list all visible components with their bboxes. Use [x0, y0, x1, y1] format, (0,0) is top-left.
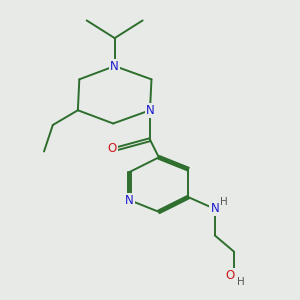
Text: N: N	[210, 202, 219, 215]
Text: N: N	[146, 104, 154, 117]
Text: O: O	[226, 268, 235, 282]
Text: O: O	[108, 142, 117, 155]
Text: N: N	[125, 194, 134, 207]
Text: N: N	[110, 60, 119, 73]
Text: H: H	[236, 277, 244, 286]
Text: H: H	[220, 197, 227, 207]
